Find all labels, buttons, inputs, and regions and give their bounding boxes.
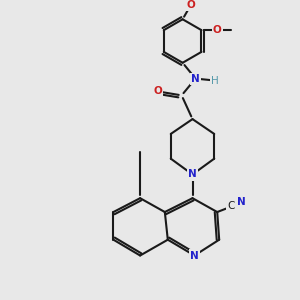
Text: O: O: [154, 86, 162, 96]
Text: N: N: [237, 197, 245, 207]
Text: C: C: [227, 201, 235, 211]
Text: H: H: [212, 76, 219, 85]
Text: O: O: [186, 0, 195, 11]
Text: N: N: [191, 74, 200, 84]
Text: O: O: [213, 25, 222, 35]
Text: N: N: [188, 169, 197, 179]
Text: N: N: [190, 250, 199, 260]
